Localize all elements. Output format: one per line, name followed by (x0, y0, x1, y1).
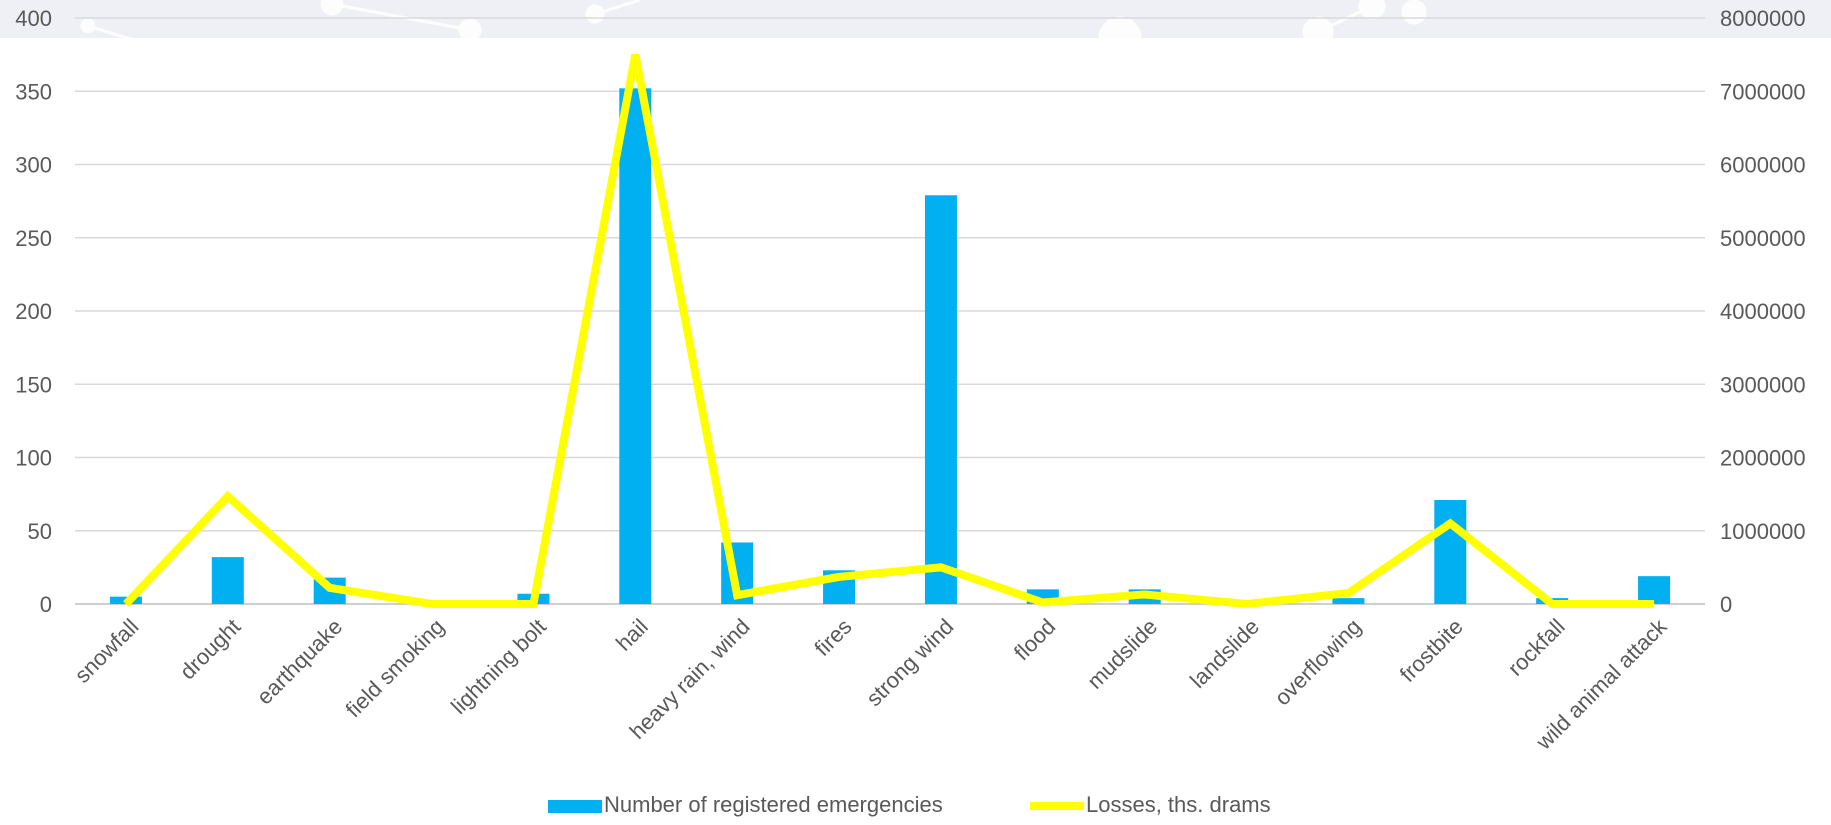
left-tick-label: 0 (40, 592, 52, 617)
line-point (1449, 522, 1451, 524)
category-label: fires (810, 614, 857, 661)
line-point (1042, 602, 1044, 604)
category-label: overflowing (1270, 614, 1366, 710)
line-point (532, 603, 534, 605)
bar-series (109, 88, 1671, 604)
left-tick-label: 400 (15, 6, 52, 31)
left-tick-label: 200 (15, 299, 52, 324)
line-point (838, 576, 840, 578)
legend-swatch-bars (548, 800, 602, 813)
category-label: lightning bolt (446, 614, 551, 719)
line-point (736, 594, 738, 596)
category-label: strong wind (861, 614, 958, 711)
line-point (431, 603, 433, 605)
right-tick-label: 7000000 (1720, 79, 1806, 104)
network-decoration (0, 0, 1831, 60)
left-axis: 0 50 100 150 200 250 300 350 400 (15, 6, 52, 617)
line-point (1144, 593, 1146, 595)
right-axis: 0 1000000 2000000 3000000 4000000 5000000 6000… (1720, 6, 1806, 617)
bar (1332, 598, 1365, 604)
right-tick-label: 0 (1720, 592, 1732, 617)
category-label: landslide (1185, 614, 1264, 693)
right-tick-label: 3000000 (1720, 372, 1806, 397)
line-point (227, 495, 229, 497)
right-tick-label: 4000000 (1720, 299, 1806, 324)
left-tick-label: 150 (15, 372, 52, 397)
left-tick-label: 350 (15, 79, 52, 104)
bar (1434, 499, 1467, 604)
bar (619, 88, 652, 604)
line-point (125, 603, 127, 605)
line-point (940, 566, 942, 568)
legend-label-bars: Number of registered emergencies (604, 792, 943, 817)
category-label: mudslide (1082, 614, 1162, 694)
right-tick-label: 1000000 (1720, 519, 1806, 544)
bar (924, 195, 957, 604)
left-tick-label: 300 (15, 153, 52, 178)
right-tick-label: 5000000 (1720, 226, 1806, 251)
left-tick-label: 100 (15, 446, 52, 471)
legend: Number of registered emergencies Losses, … (548, 792, 1271, 817)
line-point (1246, 603, 1248, 605)
category-label: rockfall (1503, 614, 1570, 681)
category-label: frostbite (1395, 614, 1468, 687)
category-label: earthquake (252, 614, 348, 710)
bar (211, 557, 244, 604)
gridlines (75, 17, 1705, 605)
line-series (123, 53, 1655, 609)
line-point (1347, 592, 1349, 594)
losses-line (123, 53, 1655, 609)
right-tick-label: 8000000 (1720, 6, 1806, 31)
line-point (1551, 603, 1553, 605)
legend-label-line: Losses, ths. drams (1086, 792, 1271, 817)
line-point (1653, 603, 1655, 605)
line-point (329, 587, 331, 589)
category-label: snowfall (70, 614, 144, 688)
top-band (0, 0, 1831, 38)
line-point (634, 54, 636, 56)
category-label: field smoking (341, 614, 449, 722)
left-tick-label: 250 (15, 226, 52, 251)
category-label: flood (1009, 614, 1060, 665)
category-label: hail (611, 614, 653, 656)
left-tick-label: 50 (28, 519, 52, 544)
bar (1638, 576, 1671, 604)
right-tick-label: 2000000 (1720, 446, 1806, 471)
right-tick-label: 6000000 (1720, 153, 1806, 178)
category-label: drought (175, 614, 245, 684)
